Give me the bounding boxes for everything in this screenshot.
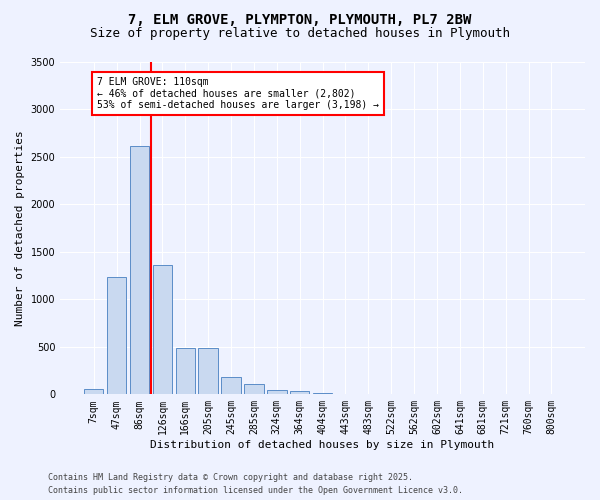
X-axis label: Distribution of detached houses by size in Plymouth: Distribution of detached houses by size …	[151, 440, 495, 450]
Text: Contains public sector information licensed under the Open Government Licence v3: Contains public sector information licen…	[48, 486, 463, 495]
Bar	[290, 392, 310, 394]
Bar	[221, 376, 241, 394]
Text: 7 ELM GROVE: 110sqm
← 46% of detached houses are smaller (2,802)
53% of semi-det: 7 ELM GROVE: 110sqm ← 46% of detached ho…	[97, 76, 379, 110]
Bar	[84, 389, 103, 394]
Bar	[199, 348, 218, 395]
Bar	[176, 348, 195, 395]
Bar	[130, 146, 149, 394]
Text: Contains HM Land Registry data © Crown copyright and database right 2025.: Contains HM Land Registry data © Crown c…	[48, 472, 413, 482]
Y-axis label: Number of detached properties: Number of detached properties	[15, 130, 25, 326]
Bar	[152, 265, 172, 394]
Bar	[267, 390, 287, 394]
Text: Size of property relative to detached houses in Plymouth: Size of property relative to detached ho…	[90, 28, 510, 40]
Text: 7, ELM GROVE, PLYMPTON, PLYMOUTH, PL7 2BW: 7, ELM GROVE, PLYMPTON, PLYMOUTH, PL7 2B…	[128, 12, 472, 26]
Bar	[107, 278, 127, 394]
Bar	[244, 384, 263, 394]
